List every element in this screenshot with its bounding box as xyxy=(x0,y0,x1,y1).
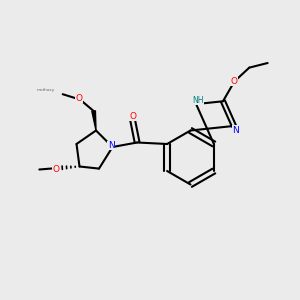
Text: O: O xyxy=(75,94,82,103)
Text: O: O xyxy=(129,112,136,121)
Polygon shape xyxy=(92,111,96,130)
Text: O: O xyxy=(231,77,238,86)
Text: N: N xyxy=(108,141,114,150)
Text: methoxy: methoxy xyxy=(37,88,55,92)
Text: N: N xyxy=(232,126,239,135)
Text: NH: NH xyxy=(192,96,203,105)
Text: O: O xyxy=(53,165,60,174)
